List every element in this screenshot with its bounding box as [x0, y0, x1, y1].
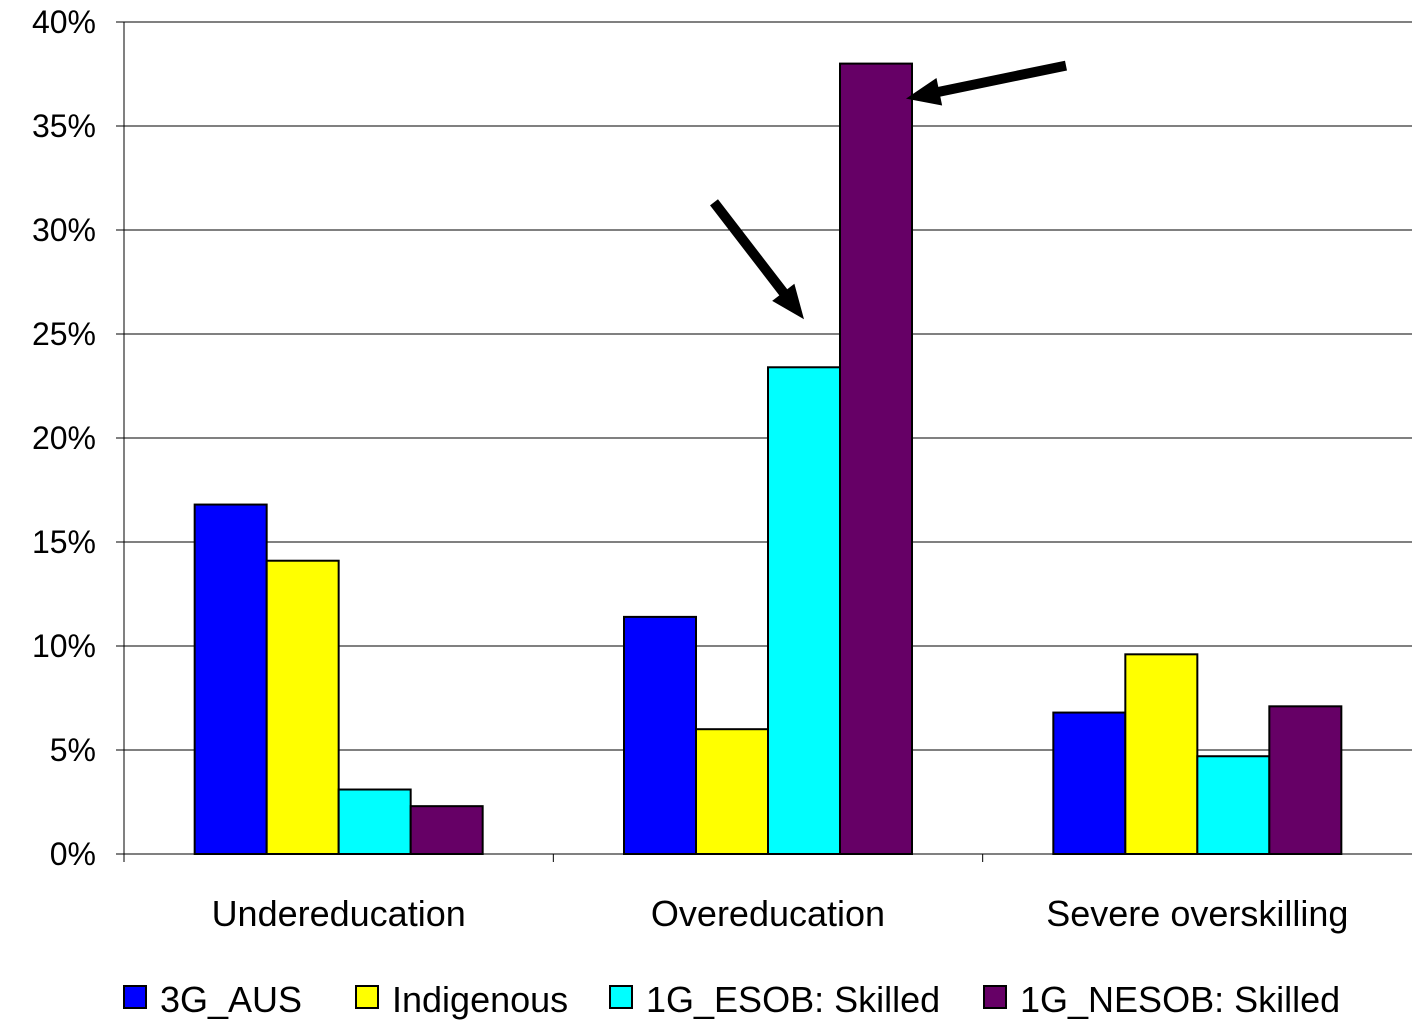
bar-3g-aus-0 — [193, 503, 268, 855]
annotation-arrow — [906, 60, 1068, 106]
y-tick-label: 40% — [32, 4, 96, 40]
legend: 3G_AUS Indigenous 1G_ESOB: Skilled 1G_NESOB… — [123, 979, 1340, 1020]
y-tick-labels: 0% 5% 10% 15% 20% 25% 30% 35% 40% — [32, 4, 96, 872]
legend-label: 3G_AUS — [160, 979, 302, 1020]
y-tick-label: 20% — [32, 420, 96, 456]
y-tick-label: 30% — [32, 212, 96, 248]
legend-swatch — [983, 985, 1007, 1009]
category-labels: Undereducation Overeducation Severe oversk… — [212, 893, 1349, 934]
bar-indigenous-0 — [265, 559, 340, 855]
bars — [193, 62, 1343, 856]
legend-swatch — [609, 985, 633, 1009]
legend-swatch — [355, 985, 379, 1009]
bar-1g-esob-skilled-2 — [1196, 755, 1271, 855]
bar-1g-esob-skilled-0 — [337, 788, 412, 856]
y-tick-label: 15% — [32, 524, 96, 560]
bar-3g-aus-2 — [1052, 711, 1127, 855]
bar-1g-nesob-skilled-0 — [409, 805, 484, 855]
bar-indigenous-2 — [1124, 653, 1199, 855]
y-tick-label: 10% — [32, 628, 96, 664]
category-label: Undereducation — [212, 893, 466, 934]
axes — [116, 21, 1412, 862]
bar-3g-aus-1 — [623, 615, 697, 855]
y-tick-label: 5% — [50, 732, 96, 768]
bar-1g-nesob-skilled-1 — [839, 62, 913, 856]
bar-1g-nesob-skilled-2 — [1268, 705, 1343, 855]
y-tick-label: 25% — [32, 316, 96, 352]
annotation-arrows — [710, 60, 1068, 320]
annotation-arrow — [710, 199, 804, 320]
legend-swatch — [123, 985, 147, 1009]
legend-label: 1G_ESOB: Skilled — [646, 979, 940, 1020]
category-label: Overeducation — [651, 893, 885, 934]
category-label: Severe overskilling — [1046, 893, 1348, 934]
bar-indigenous-1 — [695, 728, 769, 856]
bar-1g-esob-skilled-1 — [767, 366, 841, 855]
y-tick-label: 35% — [32, 108, 96, 144]
legend-label: 1G_NESOB: Skilled — [1020, 979, 1340, 1020]
legend-label: Indigenous — [392, 979, 568, 1020]
y-tick-label: 0% — [50, 836, 96, 872]
